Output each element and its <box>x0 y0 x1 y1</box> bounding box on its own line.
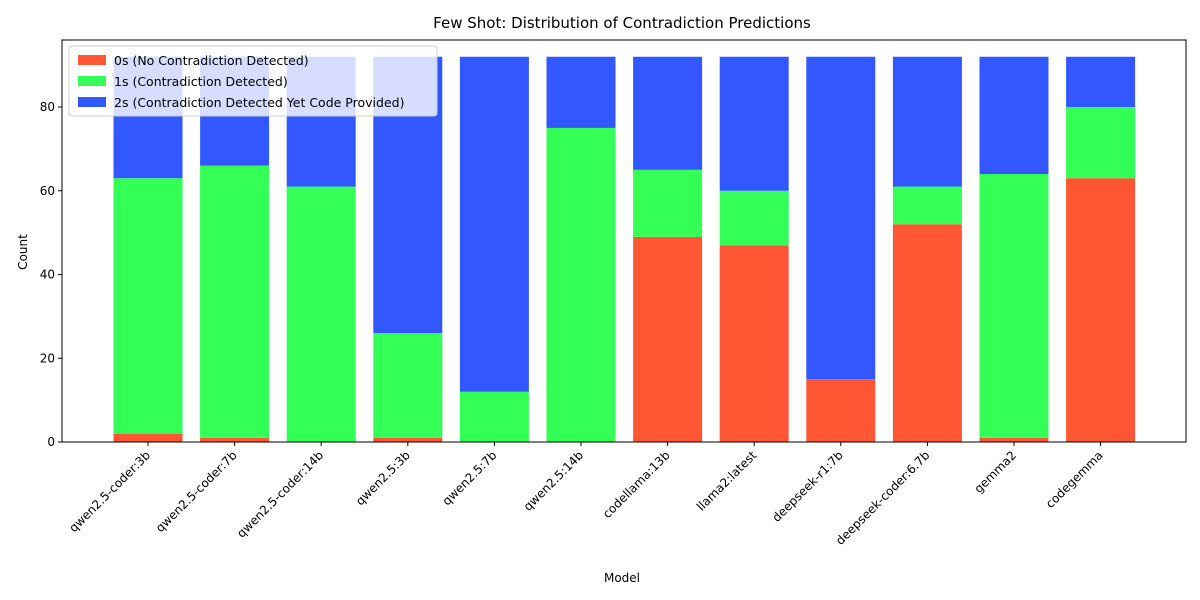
y-tick-label-2: 40 <box>40 268 55 282</box>
x-tick-label-4: qwen2.5:7b <box>440 448 500 508</box>
bar-segment-s2-c7 <box>719 56 789 191</box>
bar-segment-s0-c7 <box>719 245 789 442</box>
bar-segment-s0-c8 <box>806 379 876 442</box>
bar-segment-s0-c11 <box>1066 178 1136 442</box>
y-tick-label-4: 80 <box>40 100 55 114</box>
x-tick-label-8: deepseek-r1:7b <box>769 448 845 524</box>
y-tick-label-3: 60 <box>40 184 55 198</box>
bar-segment-s2-c8 <box>806 56 876 380</box>
chart-title: Few Shot: Distribution of Contradiction … <box>433 14 811 32</box>
bar-segment-s1-c0 <box>113 178 183 434</box>
plot-frame <box>61 39 1187 443</box>
bar-segment-s1-c1 <box>200 165 270 438</box>
legend-label-2: 2s (Contradiction Detected Yet Code Prov… <box>114 95 404 110</box>
legend-box <box>68 45 438 117</box>
legend-label-1: 1s (Contradiction Detected) <box>114 74 288 89</box>
x-tick-label-9: deepseek-coder:6.7b <box>833 448 932 547</box>
legend: 0s (No Contradiction Detected) 1s (Contra… <box>68 45 438 117</box>
bar-segment-s1-c10 <box>979 174 1049 438</box>
bar-segment-s0-c6 <box>633 236 703 442</box>
bar-segment-s0-c3 <box>373 437 443 442</box>
bar-segment-s1-c2 <box>286 186 356 442</box>
bar-segment-s1-c9 <box>892 186 962 225</box>
bar-segment-s0-c9 <box>892 224 962 442</box>
bar-segment-s1-c4 <box>459 391 529 442</box>
x-tick-label-10: gemma2 <box>971 448 1019 496</box>
x-tick-label-2: qwen2.5-coder:14b <box>234 448 326 540</box>
bar-segment-s2-c10 <box>979 56 1049 174</box>
bar-segment-s1-c11 <box>1066 107 1136 179</box>
bar-segment-s1-c3 <box>373 333 443 438</box>
x-tick-label-5: qwen2.5:14b <box>521 448 586 513</box>
bar-segment-s0-c0 <box>113 433 183 442</box>
bar-segment-s2-c9 <box>892 56 962 187</box>
bar-segment-s1-c7 <box>719 190 789 246</box>
bar-segment-s2-c11 <box>1066 56 1136 107</box>
x-tick-label-11: codegemma <box>1043 448 1106 511</box>
bar-segment-s2-c6 <box>633 56 703 170</box>
bar-segment-s2-c5 <box>546 56 616 128</box>
y-tick-label-0: 0 <box>47 435 55 449</box>
bar-segment-s0-c10 <box>979 437 1049 442</box>
bar-segment-s1-c5 <box>546 127 616 442</box>
y-axis-label: Count <box>16 234 30 270</box>
x-tick-label-0: qwen2.5-coder:3b <box>66 448 153 535</box>
y-tick-label-1: 20 <box>40 351 55 365</box>
bar-segment-s1-c6 <box>633 169 703 237</box>
x-tick-label-7: llama2:latest <box>694 448 760 514</box>
legend-swatch-1 <box>78 76 106 86</box>
x-tick-label-3: qwen2.5:3b <box>353 448 413 508</box>
legend-swatch-2 <box>78 97 106 107</box>
bar-segment-s0-c1 <box>200 437 270 442</box>
x-tick-label-1: qwen2.5-coder:7b <box>153 448 240 535</box>
legend-swatch-0 <box>78 55 106 65</box>
x-axis-label: Model <box>604 571 640 585</box>
bar-segment-s2-c4 <box>459 56 529 392</box>
x-tick-label-6: codellama:13b <box>600 448 673 521</box>
legend-label-0: 0s (No Contradiction Detected) <box>114 53 309 68</box>
